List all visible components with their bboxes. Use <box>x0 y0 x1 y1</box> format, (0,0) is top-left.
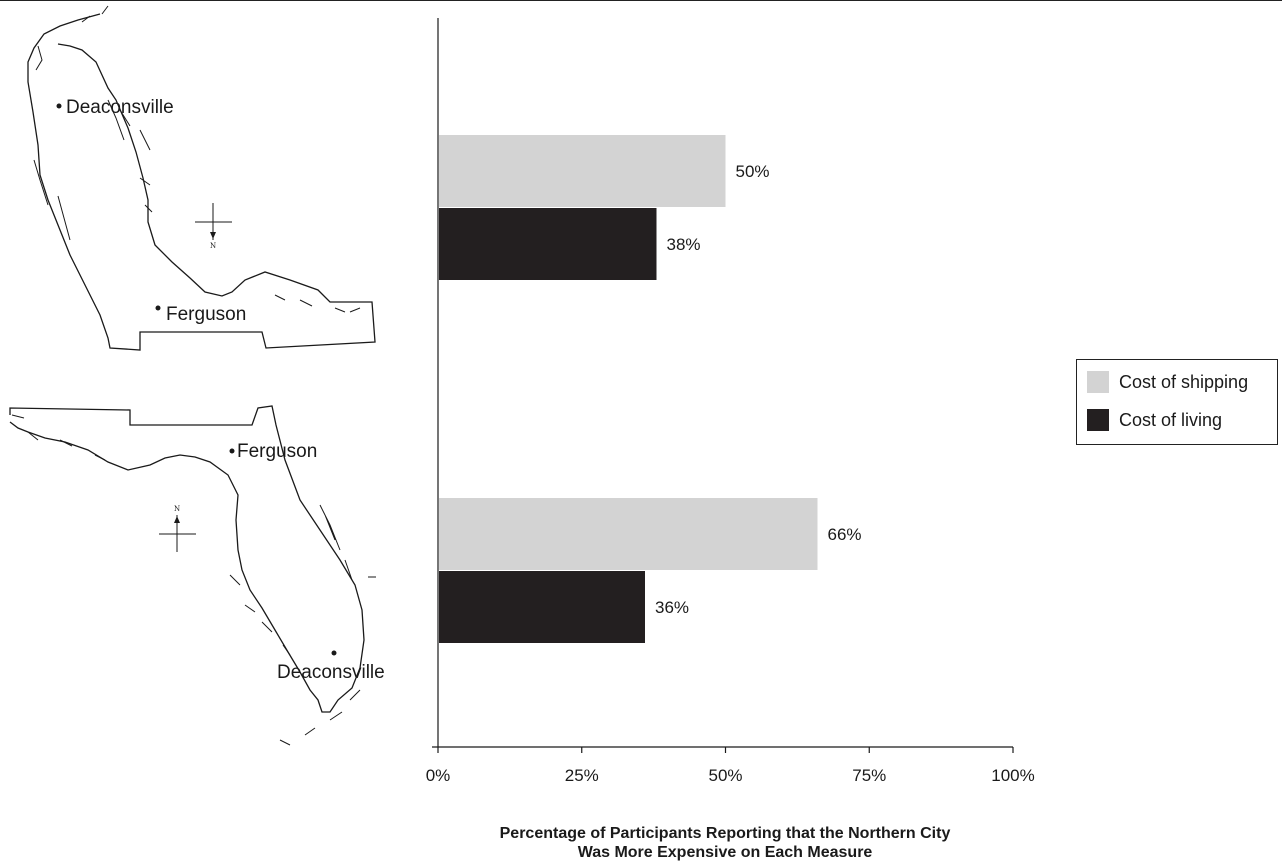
bar-value-label: 36% <box>655 598 689 617</box>
legend-label: Cost of shipping <box>1119 372 1248 393</box>
upper-map-coast-detail <box>34 6 360 312</box>
city-dot <box>57 104 62 109</box>
city-label: Deaconsville <box>66 97 174 118</box>
lower-compass-letter: N <box>174 505 180 513</box>
legend-swatch-shipping <box>1087 371 1109 393</box>
bar-value-label: 66% <box>828 525 862 544</box>
bar-cost-of-shipping <box>439 135 726 207</box>
x-tick-label: 50% <box>708 766 742 785</box>
x-tick-label: 25% <box>565 766 599 785</box>
lower-map-coast-detail <box>12 415 376 745</box>
x-axis-title: Percentage of Participants Reporting tha… <box>400 824 1050 862</box>
upper-compass-letter: N <box>210 242 216 250</box>
x-tick-label: 0% <box>426 766 451 785</box>
city-dot <box>332 651 337 656</box>
city-label: Deaconsville <box>277 662 385 683</box>
city-dot <box>156 306 161 311</box>
bar-cost-of-living <box>439 208 657 280</box>
lower-compass-arrow-icon <box>174 516 180 523</box>
upper-map: N Deaconsville Ferguson <box>28 6 375 350</box>
bar-value-label: 38% <box>667 235 701 254</box>
x-tick-label: 75% <box>852 766 886 785</box>
x-ticks: 0% 25% 50% 75% 100% <box>426 747 1035 785</box>
x-axis-title-line2: Was More Expensive on Each Measure <box>400 843 1050 862</box>
legend-label: Cost of living <box>1119 410 1222 431</box>
x-tick-label: 100% <box>991 766 1034 785</box>
bar-chart: 0% 25% 50% 75% 100% 50% 38% 66% 36% <box>426 18 1035 785</box>
upper-compass-arrow-icon <box>210 232 216 239</box>
lower-map: N Ferguson Deaconsville <box>10 406 385 745</box>
legend-item-living: Cost of living <box>1087 408 1222 432</box>
city-label: Ferguson <box>237 441 317 462</box>
legend-swatch-living <box>1087 409 1109 431</box>
bar-value-label: 50% <box>736 162 770 181</box>
bar-cost-of-living <box>439 571 645 643</box>
legend-item-shipping: Cost of shipping <box>1087 370 1248 394</box>
bars: 50% 38% 66% 36% <box>439 135 862 643</box>
upper-map-outline <box>28 14 375 350</box>
city-label: Ferguson <box>166 304 246 325</box>
legend: Cost of shipping Cost of living <box>1076 359 1278 445</box>
bar-cost-of-shipping <box>439 498 818 570</box>
x-axis-title-line1: Percentage of Participants Reporting tha… <box>400 824 1050 843</box>
city-dot <box>230 449 235 454</box>
